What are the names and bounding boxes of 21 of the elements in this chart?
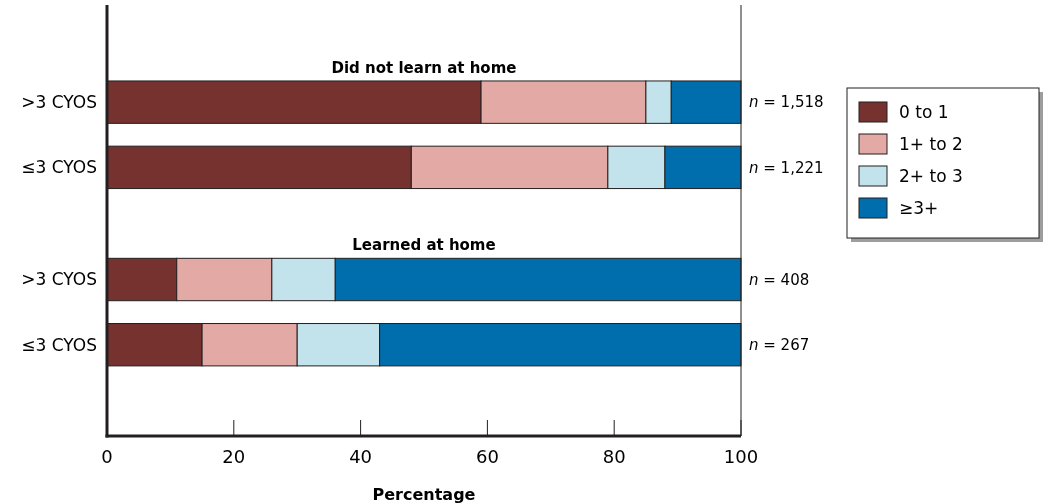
text: n = 1,518 (749, 93, 824, 112)
x-tick-label: 100 (723, 446, 759, 467)
y-tick-label: ≤3 CYOS (21, 157, 97, 178)
annotation: Learned at home (352, 236, 496, 255)
y-tick-label: >3 CYOS (21, 92, 97, 113)
text: n = 408 (749, 270, 810, 289)
x-tick-label: 80 (602, 446, 626, 467)
x-axis-title: Percentage (372, 485, 476, 504)
text: n = 267 (749, 335, 810, 354)
legend-label: 0 to 1 (899, 101, 949, 122)
legend-label: 1+ to 2 (899, 133, 963, 154)
x-tick-label: 40 (349, 446, 373, 467)
annotation: Did not learn at home (331, 58, 517, 77)
legend-label: ≥3+ (899, 197, 939, 218)
y-tick-label: >3 CYOS (21, 269, 97, 290)
y-tick-label: ≤3 CYOS (21, 334, 97, 355)
text: n = 1,221 (749, 158, 824, 177)
legend-label: 2+ to 3 (899, 165, 963, 186)
x-tick-label: 20 (222, 446, 246, 467)
x-tick-label: 60 (475, 446, 499, 467)
x-tick-label: 0 (101, 446, 113, 467)
